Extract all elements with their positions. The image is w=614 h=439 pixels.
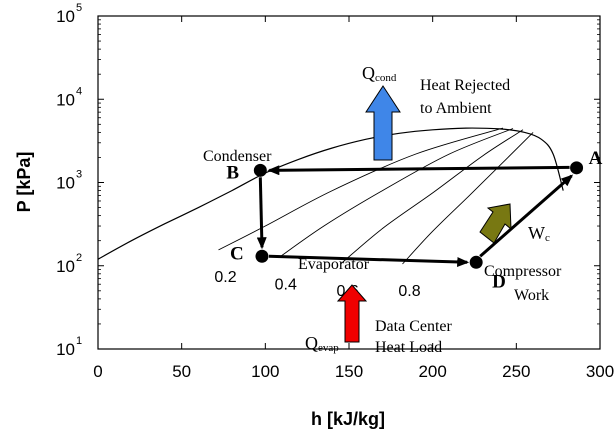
y-tick-label: 10 4 bbox=[56, 85, 82, 109]
q-cond-arrow bbox=[365, 85, 401, 161]
compressor-line-2: Work bbox=[514, 287, 549, 304]
x-tick-label: 150 bbox=[335, 362, 363, 381]
x-tick-label: 100 bbox=[251, 362, 279, 381]
y-tick-label: 10 2 bbox=[56, 252, 82, 276]
x-tick-label: 250 bbox=[502, 362, 530, 381]
y-tick-label: 10 5 bbox=[56, 2, 82, 26]
quality-line-04 bbox=[278, 128, 514, 259]
y-tick-base: 10 bbox=[56, 257, 75, 276]
cycle-point-label-d: D bbox=[492, 271, 506, 292]
q-evap-arrow bbox=[336, 284, 368, 343]
heat-load-line-2: Heat Load bbox=[375, 339, 442, 356]
y-tick-base: 10 bbox=[56, 7, 75, 26]
cycle-point-b bbox=[253, 163, 267, 177]
cycle-point-c bbox=[255, 249, 269, 263]
y-tick-exponent: 2 bbox=[76, 252, 82, 264]
cycle-point-d bbox=[469, 255, 483, 269]
saturation-dome-curve bbox=[98, 127, 564, 260]
y-tick-label: 10 3 bbox=[56, 169, 82, 193]
y-axis-label: P [kPa] bbox=[14, 152, 34, 213]
quality-label-04: 0.4 bbox=[275, 277, 297, 294]
q-evap-label: Qevap bbox=[305, 333, 339, 354]
x-tick-label: 50 bbox=[172, 362, 191, 381]
y-tick-exponent: 4 bbox=[76, 85, 82, 97]
y-tick-base: 10 bbox=[56, 340, 75, 359]
cycle-line-a-to-b bbox=[267, 165, 570, 176]
x-axis-label: h [kJ/kg] bbox=[311, 409, 385, 429]
compressor-line-1: Compressor bbox=[484, 263, 562, 280]
heat-rejected-line-1: Heat Rejected bbox=[420, 77, 510, 94]
cycle-line-d-to-a bbox=[479, 174, 574, 258]
x-tick-label: 200 bbox=[418, 362, 446, 381]
heat-load-line-1: Data Center bbox=[375, 318, 453, 335]
q-cond-label: Qcond bbox=[362, 63, 397, 84]
quality-line-02 bbox=[218, 127, 504, 251]
cycle-point-a bbox=[570, 161, 584, 175]
quality-line-06 bbox=[340, 129, 524, 265]
y-tick-exponent: 5 bbox=[76, 2, 82, 14]
y-tick-base: 10 bbox=[56, 174, 75, 193]
quality-line-08 bbox=[402, 132, 534, 265]
cycle-line-b-to-c bbox=[256, 177, 267, 250]
w-c-arrow bbox=[479, 203, 512, 244]
y-tick-exponent: 3 bbox=[76, 169, 82, 181]
w-c-label: Wc bbox=[528, 223, 550, 244]
heat-rejected-line-2: to Ambient bbox=[420, 100, 492, 117]
cycle-overlay: 0.20.40.60.8ABCDCondenserEvaporatorQcond… bbox=[203, 63, 603, 356]
evaporator-label: Evaporator bbox=[298, 256, 370, 273]
y-tick-label: 10 1 bbox=[56, 335, 82, 359]
x-tick-label: 0 bbox=[93, 362, 102, 381]
cycle-line-c-to-d bbox=[268, 254, 470, 267]
condenser-label: Condenser bbox=[203, 148, 272, 165]
quality-label-08: 0.8 bbox=[398, 283, 420, 300]
x-tick-label: 300 bbox=[586, 362, 614, 381]
cycle-point-label-c: C bbox=[230, 243, 244, 264]
y-tick-exponent: 1 bbox=[76, 335, 82, 347]
plot-curves bbox=[98, 127, 564, 265]
cycle-point-label-a: A bbox=[589, 148, 603, 169]
cycle-point-label-b: B bbox=[226, 162, 239, 183]
quality-label-02: 0.2 bbox=[214, 269, 236, 286]
y-tick-base: 10 bbox=[56, 90, 75, 109]
